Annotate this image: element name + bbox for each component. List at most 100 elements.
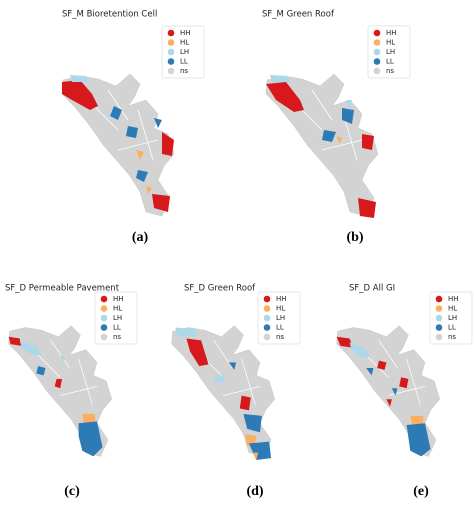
cluster-area bbox=[266, 82, 304, 112]
legend-label: HH bbox=[113, 295, 124, 303]
map bbox=[336, 325, 440, 457]
street bbox=[311, 89, 333, 121]
cluster-area bbox=[126, 126, 138, 138]
legend-marker bbox=[373, 39, 381, 46]
map bbox=[8, 325, 112, 457]
cluster-area bbox=[36, 366, 46, 376]
map bbox=[265, 73, 379, 218]
legend-marker bbox=[167, 48, 175, 56]
legend-box bbox=[367, 25, 411, 79]
legend-label: ns bbox=[276, 333, 284, 341]
street bbox=[117, 139, 159, 151]
legend-label: LL bbox=[276, 324, 284, 332]
legend-label: LL bbox=[180, 58, 188, 66]
cluster-area bbox=[110, 106, 122, 120]
panel-label: (a) bbox=[132, 230, 149, 245]
cluster-area bbox=[252, 452, 259, 460]
legend-label: LL bbox=[113, 324, 121, 332]
legend-label: LH bbox=[180, 48, 189, 56]
legend-marker bbox=[435, 295, 443, 303]
legend-label: ns bbox=[386, 67, 394, 75]
cluster-area bbox=[336, 136, 342, 144]
legend-marker bbox=[263, 324, 271, 331]
cluster-area bbox=[349, 342, 370, 357]
legend-label: LL bbox=[386, 58, 394, 66]
cluster-area bbox=[391, 388, 398, 396]
cluster-area bbox=[322, 130, 336, 142]
legend-label: HH bbox=[386, 29, 397, 37]
cluster-area bbox=[386, 399, 392, 407]
panel-title: SF_D Permeable Pavement bbox=[5, 284, 120, 294]
panel-label: (b) bbox=[346, 230, 363, 245]
street bbox=[107, 89, 129, 121]
cluster-area bbox=[70, 75, 88, 82]
street bbox=[137, 109, 154, 161]
map bbox=[61, 73, 175, 217]
legend-label: HL bbox=[180, 39, 189, 47]
panel-label: (d) bbox=[246, 484, 263, 499]
cluster-area bbox=[406, 423, 431, 457]
cluster-area bbox=[62, 80, 98, 110]
legend-box bbox=[429, 291, 473, 345]
legend-label: ns bbox=[113, 333, 121, 341]
panel-title: SF_M Green Roof bbox=[262, 10, 335, 20]
legend-marker bbox=[100, 314, 108, 322]
legend-marker bbox=[435, 305, 443, 312]
street bbox=[50, 340, 70, 369]
street bbox=[78, 358, 93, 405]
cluster-area bbox=[136, 170, 148, 182]
cluster-area bbox=[54, 379, 63, 389]
legend-box bbox=[94, 291, 138, 345]
cluster-area bbox=[60, 355, 66, 363]
cluster-area bbox=[146, 186, 152, 194]
map bbox=[171, 325, 275, 460]
cluster-area bbox=[399, 377, 409, 389]
legend-marker bbox=[435, 324, 443, 331]
street bbox=[213, 340, 233, 369]
panel-title: SF_M Bioretention Cell bbox=[62, 10, 157, 20]
legend-label: HL bbox=[448, 305, 457, 313]
legend-box bbox=[161, 25, 205, 79]
legend-marker bbox=[435, 314, 443, 322]
legend-marker bbox=[263, 314, 271, 322]
legend-label: LH bbox=[276, 314, 285, 322]
cluster-area bbox=[366, 368, 374, 376]
panel-title: SF_D All GI bbox=[349, 284, 395, 294]
cluster-area bbox=[214, 375, 226, 383]
legend-marker bbox=[373, 48, 381, 56]
legend-label: LL bbox=[448, 324, 456, 332]
cluster-area bbox=[19, 340, 42, 356]
cluster-area bbox=[243, 414, 262, 433]
legend-label: LH bbox=[386, 48, 395, 56]
street bbox=[60, 386, 98, 396]
legend-marker bbox=[100, 333, 108, 341]
legend-marker bbox=[373, 58, 381, 65]
legend-label: LH bbox=[113, 314, 122, 322]
legend-marker bbox=[167, 67, 175, 75]
legend-marker bbox=[263, 295, 271, 303]
legend-marker bbox=[100, 295, 108, 303]
legend-marker bbox=[373, 29, 381, 37]
legend-marker bbox=[100, 324, 108, 331]
legend-label: LH bbox=[448, 314, 457, 322]
legend-label: HL bbox=[276, 305, 285, 313]
legend-marker bbox=[167, 58, 175, 65]
cluster-area bbox=[78, 421, 103, 457]
cluster-area bbox=[175, 327, 198, 337]
cluster-area bbox=[136, 150, 144, 160]
legend-marker bbox=[263, 305, 271, 312]
legend-label: ns bbox=[448, 333, 456, 341]
cluster-area bbox=[162, 132, 174, 156]
cluster-area bbox=[377, 360, 387, 370]
cluster-area bbox=[152, 194, 170, 212]
street bbox=[388, 386, 426, 396]
street bbox=[321, 139, 363, 151]
